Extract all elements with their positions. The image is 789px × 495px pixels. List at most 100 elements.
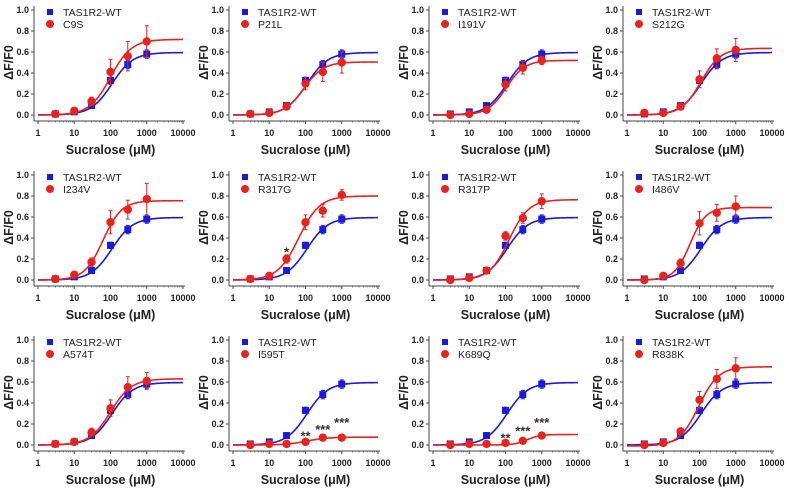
data-point-mutant [731, 364, 740, 373]
data-point-mutant [70, 270, 79, 279]
legend-label: S212G [652, 19, 685, 31]
data-point-wt [519, 226, 527, 234]
y-axis-label: ΔF/F0 [397, 210, 411, 245]
x-tick-label: 1000 [137, 293, 157, 303]
legend-label: TAS1R2-WT [63, 337, 122, 349]
data-point-mutant [659, 271, 668, 280]
x-tick-label: 10 [658, 458, 668, 468]
data-point-mutant [265, 439, 274, 449]
y-axis-label: ΔF/F0 [197, 210, 211, 245]
data-point-wt [696, 406, 703, 414]
y-tick-label: 0.8 [211, 26, 224, 36]
y-tick-label: 1.0 [411, 170, 424, 180]
chart-panel-11: 0.0 0.2 0.4 0.6 0.8 1.0 1 10 100 1000 10000 Sucralo… [397, 335, 591, 487]
x-tick-label: 100 [298, 128, 313, 138]
legend-marker-mutant [46, 185, 54, 193]
data-point-wt [302, 241, 309, 249]
data-point-mutant [246, 440, 255, 450]
data-point-mutant [537, 56, 546, 65]
x-tick-label: 10 [264, 293, 274, 303]
y-axis-label: ΔF/F0 [397, 45, 411, 80]
data-point-mutant [337, 58, 346, 67]
data-point-mutant [537, 431, 546, 440]
y-tick-label: 0.0 [16, 110, 29, 120]
y-tick-label: 0.8 [16, 26, 29, 36]
y-tick-label: 0.6 [411, 212, 424, 222]
data-point-mutant [659, 108, 668, 118]
data-point-mutant [282, 254, 291, 264]
x-tick-label: 1 [624, 293, 629, 303]
chart-panel-8: 0.0 0.2 0.4 0.6 0.8 1.0 1 10 100 1000 10000 Sucralo… [591, 170, 785, 322]
significance-annotation: *** [315, 422, 331, 437]
x-tick-label: 1000 [332, 293, 352, 303]
x-axis-label: Sucralose (μM) [261, 143, 351, 157]
legend-label: TAS1R2-WT [63, 172, 122, 184]
y-tick-label: 0.0 [411, 440, 424, 450]
y-tick-label: 0.2 [605, 254, 618, 264]
y-axis-label: ΔF/F0 [2, 45, 16, 80]
x-tick-label: 100 [103, 458, 118, 468]
data-point-mutant [465, 439, 474, 449]
data-point-mutant [501, 80, 510, 89]
x-axis-label: Sucralose (μM) [66, 143, 156, 157]
legend-marker-wt [242, 9, 248, 15]
legend-label: C9S [63, 19, 83, 31]
y-tick-label: 0.8 [411, 26, 424, 36]
y-tick-label: 0.0 [605, 275, 618, 285]
data-point-wt [538, 380, 546, 388]
x-tick-label: 10000 [170, 458, 195, 468]
y-axis-label: ΔF/F0 [591, 45, 605, 80]
data-point-mutant [518, 213, 527, 223]
legend-marker-mutant [46, 350, 54, 358]
x-tick-label: 1000 [532, 293, 552, 303]
data-point-mutant [142, 194, 151, 204]
data-point-wt [124, 226, 132, 234]
data-point-mutant [676, 259, 685, 268]
legend-marker-wt [47, 174, 53, 180]
data-point-wt [107, 241, 114, 249]
chart-panel-2: 0.0 0.2 0.4 0.6 0.8 1.0 1 10 100 1000 10000 Sucralo… [197, 5, 391, 157]
x-tick-label: 100 [103, 128, 118, 138]
y-tick-label: 0.2 [16, 254, 29, 264]
data-point-mutant [659, 438, 668, 448]
x-tick-label: 100 [298, 293, 313, 303]
data-point-mutant [465, 273, 474, 283]
data-point-mutant [337, 190, 346, 200]
y-tick-label: 0.6 [16, 47, 29, 57]
x-tick-label: 1 [230, 458, 235, 468]
chart-panel-9: 0.0 0.2 0.4 0.6 0.8 1.0 1 10 100 1000 10000 Sucralo… [2, 335, 196, 487]
x-axis-label: Sucralose (μM) [261, 473, 351, 487]
significance-annotation: *** [534, 415, 550, 430]
legend-label: TAS1R2-WT [458, 172, 517, 184]
x-tick-label: 1 [430, 293, 435, 303]
legend-marker-wt [636, 9, 642, 15]
x-tick-label: 100 [692, 458, 707, 468]
x-tick-label: 1 [35, 458, 40, 468]
x-axis-label: Sucralose (μM) [655, 473, 745, 487]
data-point-mutant [301, 79, 310, 88]
y-tick-label: 0.4 [211, 233, 224, 243]
x-tick-label: 1000 [332, 458, 352, 468]
y-tick-label: 0.6 [211, 377, 224, 387]
data-point-wt [283, 432, 291, 440]
legend-marker-mutant [635, 185, 643, 193]
x-tick-label: 10000 [170, 293, 195, 303]
y-tick-label: 1.0 [211, 335, 224, 345]
data-point-wt [732, 215, 740, 223]
y-axis-label: ΔF/F0 [197, 45, 211, 80]
x-tick-label: 1 [35, 293, 40, 303]
data-point-wt [88, 267, 96, 275]
x-tick-label: 10 [658, 128, 668, 138]
x-tick-label: 1000 [532, 458, 552, 468]
y-tick-label: 0.2 [16, 419, 29, 429]
data-point-mutant [482, 266, 491, 275]
y-tick-label: 0.4 [605, 68, 618, 78]
y-tick-label: 0.0 [16, 275, 29, 285]
x-tick-label: 10 [464, 128, 474, 138]
x-tick-label: 100 [103, 293, 118, 303]
x-tick-label: 1 [624, 128, 629, 138]
y-tick-label: 1.0 [605, 170, 618, 180]
y-tick-label: 0.8 [16, 191, 29, 201]
x-tick-label: 1000 [137, 128, 157, 138]
data-point-mutant [142, 376, 151, 386]
